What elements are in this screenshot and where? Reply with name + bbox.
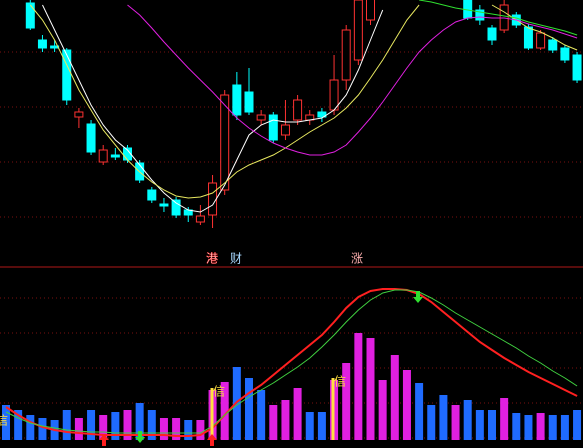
bar [378,380,387,440]
bar [366,338,375,440]
candle-body [220,94,230,191]
candle-body [280,124,290,136]
candle-body [25,2,35,29]
bar [245,378,253,440]
label: 信 [213,385,225,399]
candle-body [86,123,96,153]
bar [2,405,10,440]
bar [536,413,545,440]
candle-body [62,49,72,101]
bar [342,363,351,440]
sell-arrow [413,291,423,303]
label: 涨 [351,251,363,266]
bar [488,410,496,440]
buy-arrow [99,434,109,446]
candle-body [208,182,218,216]
bar [232,367,241,440]
bar [26,415,35,440]
indicator-panel [2,288,582,440]
candle-body [50,45,60,49]
price-panel [25,0,582,228]
bar [402,370,411,440]
bar [475,410,484,440]
label: 信 [0,414,8,428]
bar [390,355,399,440]
bar [500,398,509,440]
candle-body [463,0,473,19]
bar [135,403,144,440]
line [5,289,578,434]
candle-body [244,91,254,113]
bar [147,410,156,440]
bar [463,400,472,440]
candle-body [37,39,47,49]
bar [524,415,533,440]
line [29,4,578,199]
candle-body [487,27,497,41]
candle-body [536,32,546,49]
label: 港 [206,252,218,266]
bar [14,410,23,440]
bar [159,418,168,440]
bar [123,410,132,440]
bar [512,413,521,440]
candle-body [74,111,84,118]
bar [293,388,302,440]
signals [99,291,423,446]
candle-body [147,189,157,201]
bar [220,382,229,440]
candle-body [548,39,558,51]
candle-body [572,54,582,81]
bar [451,405,460,440]
line [419,0,578,36]
bar [573,410,582,440]
line [127,4,578,156]
line [5,288,578,437]
bar [439,395,448,440]
bar [548,415,557,440]
bar [354,333,363,440]
bar [99,415,108,440]
candle-body [232,84,242,116]
candle-body [329,79,339,111]
candle-body [293,99,303,121]
bar [415,383,424,440]
candle-body [523,26,533,49]
bar [74,418,83,440]
bar [257,390,266,440]
bar [87,410,96,440]
candle-body [366,0,375,21]
candle-body [341,29,351,81]
bar [317,412,326,440]
candle-body [159,203,169,207]
buy-arrow [207,434,217,446]
bar [281,400,290,440]
bar [111,412,120,440]
candle-body [98,149,108,163]
bar [184,420,193,440]
candle-body [475,9,485,21]
bar [269,405,278,440]
candle-body [256,114,266,121]
label: 信 [334,375,346,389]
bar [38,418,47,440]
candle-body [171,199,181,216]
candle-body [268,114,278,141]
line [42,4,384,213]
bar [427,405,436,440]
bar [560,415,569,440]
bar [62,410,71,440]
candle-body [317,111,327,118]
sell-arrow [135,431,145,443]
bar [172,418,181,440]
bar [305,412,314,440]
candle-body [110,154,120,158]
candle-body [195,215,205,223]
label: 财 [230,252,242,266]
bar [196,420,205,440]
candle-body [560,47,570,61]
candle-body [353,0,363,61]
